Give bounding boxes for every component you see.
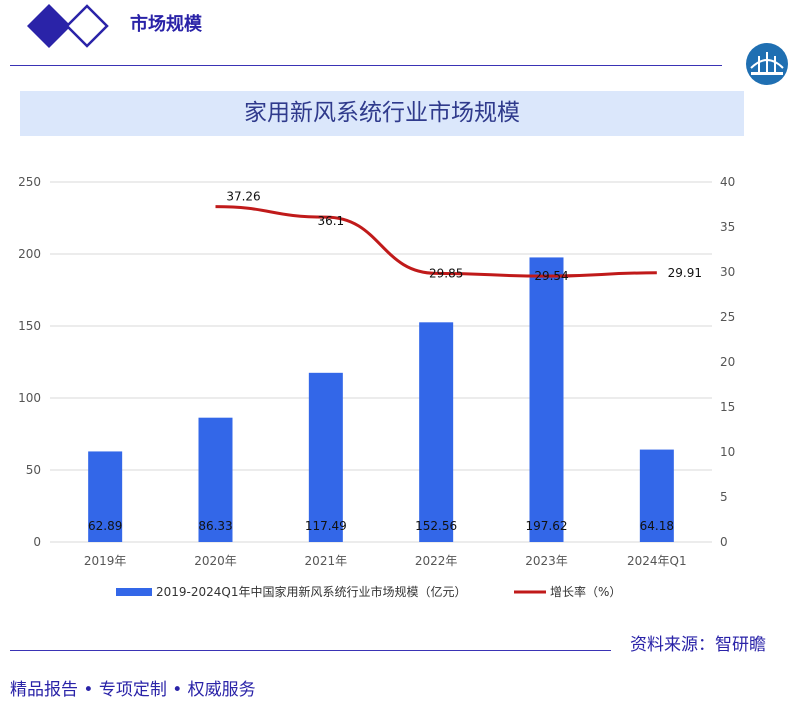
x-axis-tick-label: 2022年 — [415, 554, 458, 568]
bar-value-label: 64.18 — [640, 519, 674, 533]
growth-rate-label: 29.85 — [429, 266, 463, 280]
bar-value-label: 152.56 — [415, 519, 457, 533]
right-axis-tick-label: 10 — [720, 445, 735, 459]
bar — [198, 417, 233, 542]
bar — [419, 322, 454, 542]
right-axis-tick-label: 5 — [720, 490, 728, 504]
bridge-emblem-icon — [746, 43, 788, 85]
bar — [308, 372, 343, 542]
logo-outline-diamond — [65, 4, 109, 48]
right-axis-tick-label: 30 — [720, 265, 735, 279]
left-axis-tick-label: 100 — [18, 391, 41, 405]
chart-title: 家用新风系统行业市场规模 — [244, 100, 520, 126]
footer-slogan: 精品报告 • 专项定制 • 权威服务 — [10, 680, 256, 700]
legend-line-label: 增长率（%） — [550, 584, 621, 599]
right-axis-tick-label: 0 — [720, 535, 728, 549]
section-title: 市场规模 — [130, 14, 202, 35]
growth-rate-label: 36.1 — [317, 214, 344, 228]
title-banner — [20, 91, 744, 136]
x-axis-tick-label: 2024年Q1 — [627, 554, 687, 568]
bar-value-label: 197.62 — [526, 519, 568, 533]
bar-value-label: 86.33 — [198, 519, 232, 533]
logo-filled-diamond — [27, 4, 71, 48]
growth-rate-label: 29.54 — [534, 269, 568, 283]
left-axis-tick-label: 0 — [33, 535, 41, 549]
source-note: 资料来源：智研瞻 — [630, 635, 766, 655]
legend-bar-swatch — [116, 588, 152, 596]
legend-bar-label: 2019-2024Q1年中国家用新风系统行业市场规模（亿元） — [156, 584, 467, 599]
right-axis-tick-label: 25 — [720, 310, 735, 324]
left-axis-tick-label: 200 — [18, 247, 41, 261]
growth-rate-label: 37.26 — [226, 190, 260, 204]
left-axis-tick-label: 50 — [26, 463, 41, 477]
x-axis-tick-label: 2021年 — [305, 554, 348, 568]
bar-value-label: 62.89 — [88, 519, 122, 533]
x-axis-tick-label: 2023年 — [525, 554, 568, 568]
market-size-chart: 62.89 86.33 117.49 152.56 197.62 64.18 37.26 36… — [18, 175, 735, 599]
x-axis-tick-label: 2020年 — [194, 554, 237, 568]
bar — [639, 449, 674, 542]
right-axis-tick-label: 35 — [720, 220, 735, 234]
right-axis-tick-label: 40 — [720, 175, 735, 189]
left-axis-tick-label: 150 — [18, 319, 41, 333]
bar — [529, 257, 564, 542]
company-logo — [27, 4, 109, 48]
bar-value-label: 117.49 — [305, 519, 347, 533]
right-axis-tick-label: 20 — [720, 355, 735, 369]
header-divider — [10, 65, 722, 66]
right-axis-tick-label: 15 — [720, 400, 735, 414]
footer-divider — [10, 650, 611, 651]
growth-rate-line — [215, 205, 657, 278]
growth-rate-label: 29.91 — [668, 266, 702, 280]
bar — [88, 451, 123, 542]
x-axis-tick-label: 2019年 — [84, 554, 127, 568]
left-axis-tick-label: 250 — [18, 175, 41, 189]
